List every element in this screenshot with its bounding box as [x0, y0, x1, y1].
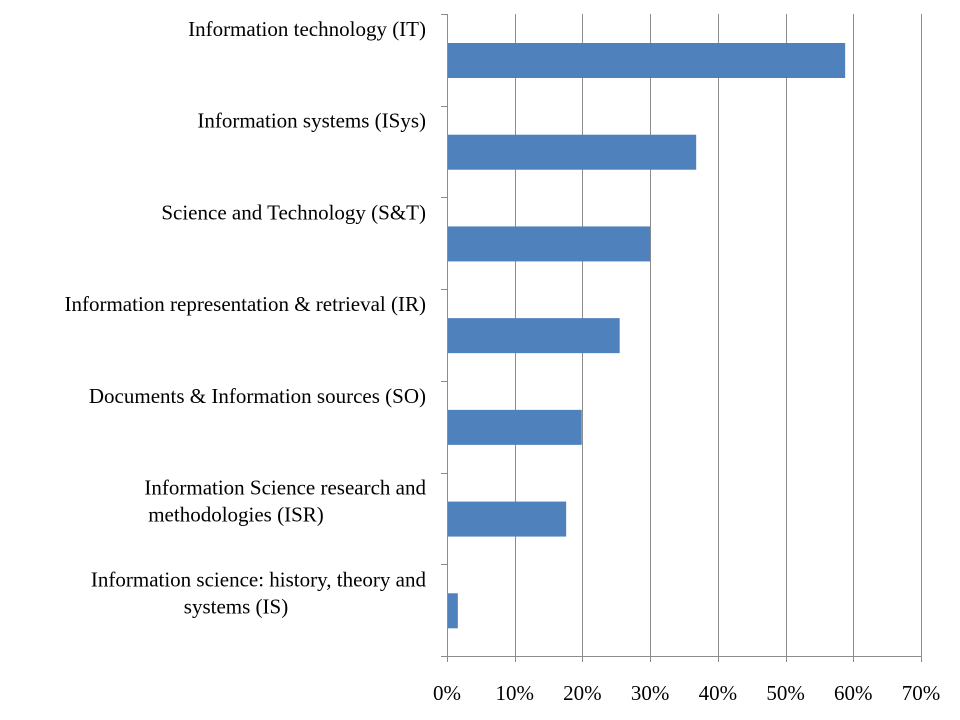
x-tick-label-60: 60%: [834, 681, 873, 705]
category-label-line: Information technology (IT): [188, 17, 426, 41]
x-tick-label-40: 40%: [699, 681, 738, 705]
bar-1: [448, 134, 697, 170]
category-label-line: methodologies (ISR): [148, 503, 324, 527]
x-tick-label-70: 70%: [902, 681, 941, 705]
bar-0: [448, 43, 846, 78]
category-label-line: Information Science research and: [144, 476, 426, 500]
category-label-line: Information representation & retrieval (…: [64, 292, 426, 316]
x-tick-label-20: 20%: [563, 681, 602, 705]
x-tick-label-10: 10%: [495, 681, 534, 705]
x-tick-label-0: 0%: [433, 681, 461, 705]
category-label-3: Information representation & retrieval (…: [64, 292, 426, 316]
category-label-2: Science and Technology (S&T): [161, 200, 426, 224]
bar-6: [448, 593, 458, 629]
bar-3: [448, 318, 620, 354]
bar-4: [448, 409, 582, 445]
category-label-0: Information technology (IT): [188, 17, 426, 41]
category-label-line: systems (IS): [184, 594, 288, 618]
category-label-line: Information systems (ISys): [197, 109, 426, 133]
category-label-line: Information science: history, theory and: [91, 567, 427, 591]
category-label-line: Science and Technology (S&T): [161, 200, 426, 224]
axes: [441, 14, 922, 662]
category-label-5: Information Science research and methodol…: [144, 476, 426, 527]
bar-2: [448, 226, 651, 262]
category-labels: Information technology (IT) Information s…: [64, 17, 426, 618]
bar-5: [448, 501, 567, 537]
category-label-1: Information systems (ISys): [197, 109, 426, 133]
x-tick-labels: 0% 10% 20% 30% 40% 50% 60% 70%: [433, 681, 940, 705]
x-tick-label-30: 30%: [631, 681, 670, 705]
category-label-line: Documents & Information sources (SO): [89, 384, 426, 408]
grid-lines: [515, 14, 922, 656]
category-label-6: Information science: history, theory and…: [91, 567, 427, 618]
bars: [448, 43, 846, 629]
category-label-4: Documents & Information sources (SO): [89, 384, 426, 408]
x-tick-label-50: 50%: [766, 681, 805, 705]
